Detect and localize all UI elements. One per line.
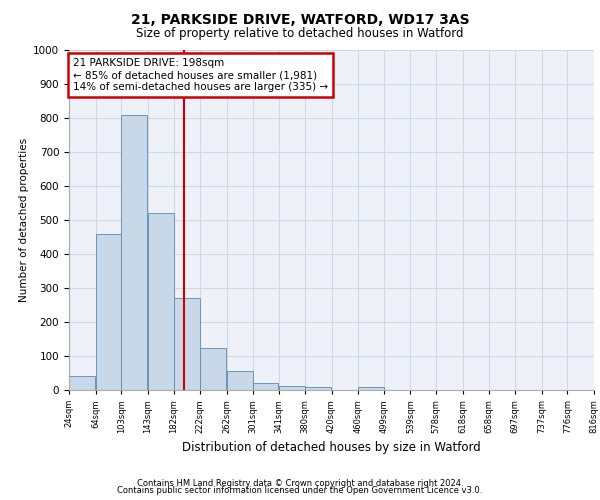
Bar xyxy=(253,383,278,390)
Bar xyxy=(227,372,253,390)
Text: 21, PARKSIDE DRIVE, WATFORD, WD17 3AS: 21, PARKSIDE DRIVE, WATFORD, WD17 3AS xyxy=(131,12,469,26)
Bar xyxy=(305,386,331,390)
Text: Contains public sector information licensed under the Open Government Licence v3: Contains public sector information licen… xyxy=(118,486,482,495)
Bar xyxy=(174,298,200,390)
Text: Size of property relative to detached houses in Watford: Size of property relative to detached ho… xyxy=(136,28,464,40)
X-axis label: Distribution of detached houses by size in Watford: Distribution of detached houses by size … xyxy=(182,442,481,454)
Bar xyxy=(148,213,174,390)
Bar xyxy=(121,114,147,390)
Bar xyxy=(358,386,384,390)
Bar xyxy=(69,376,95,390)
Bar xyxy=(95,234,121,390)
Text: Contains HM Land Registry data © Crown copyright and database right 2024.: Contains HM Land Registry data © Crown c… xyxy=(137,478,463,488)
Bar xyxy=(279,386,305,390)
Bar xyxy=(200,348,226,390)
Text: 21 PARKSIDE DRIVE: 198sqm
← 85% of detached houses are smaller (1,981)
14% of se: 21 PARKSIDE DRIVE: 198sqm ← 85% of detac… xyxy=(73,58,328,92)
Y-axis label: Number of detached properties: Number of detached properties xyxy=(19,138,29,302)
